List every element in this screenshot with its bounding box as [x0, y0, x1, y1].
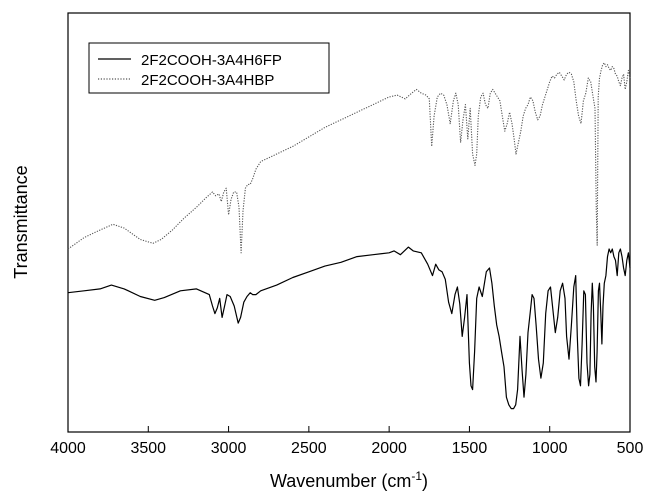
y-axis-label: Transmittance [11, 165, 31, 278]
series-layer [67, 62, 631, 410]
x-axis-label: Wavenumber (cm-1) [270, 469, 428, 491]
x-axis-label-main: Wavenumber (cm [270, 471, 411, 491]
x-tick-label: 1500 [452, 440, 488, 457]
x-tick-label: 3000 [211, 440, 247, 457]
legend-label-series-1: 2F2COOH-3A4H6FP [141, 52, 282, 69]
plot-frame [67, 12, 631, 433]
series-line-1 [67, 246, 631, 410]
x-axis-ticks: 4000 3500 3000 2500 2000 1500 1000 500 [50, 426, 643, 457]
x-tick-label: 4000 [50, 440, 86, 457]
x-tick-label: 1000 [532, 440, 568, 457]
series-line-2 [67, 62, 631, 254]
x-tick-label: 2500 [291, 440, 327, 457]
legend-label-series-2: 2F2COOH-3A4HBP [141, 72, 274, 89]
x-tick-label: 2000 [371, 440, 407, 457]
x-axis-label-suffix: ) [422, 471, 428, 491]
x-tick-label: 3500 [130, 440, 166, 457]
x-axis-label-superscript: -1 [411, 469, 422, 483]
legend: 2F2COOH-3A4H6FP 2F2COOH-3A4HBP [88, 42, 330, 94]
legend-box [88, 42, 330, 94]
x-tick-label: 500 [617, 440, 644, 457]
